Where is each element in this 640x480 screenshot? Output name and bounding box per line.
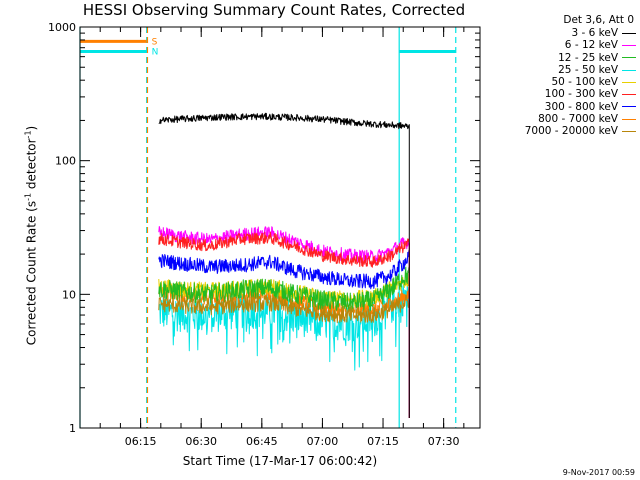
y-label-suffix: ): [24, 125, 39, 131]
legend-swatch: [622, 106, 636, 108]
y-tick-label: 1: [69, 422, 76, 435]
series-line-6: [158, 250, 410, 418]
x-tick-label: 06:30: [185, 435, 217, 448]
legend-swatch: [622, 32, 636, 34]
legend-label: 6 - 12 keV: [564, 39, 618, 52]
legend-swatch: [622, 131, 636, 133]
legend-item: 300 - 800 keV: [486, 101, 636, 113]
x-tick-label: 06:15: [125, 435, 157, 448]
legend-swatch: [622, 94, 636, 96]
legend-rows: 3 - 6 keV 6 - 12 keV 12 - 25 keV 25 - 50 ke…: [486, 27, 636, 138]
legend-item: 7000 - 20000 keV: [486, 125, 636, 137]
legend-item: 6 - 12 keV: [486, 39, 636, 51]
legend-label: 12 - 25 keV: [558, 51, 618, 64]
legend-item: 12 - 25 keV: [486, 52, 636, 64]
x-tick-label: 07:30: [428, 435, 460, 448]
legend-label: 100 - 300 keV: [544, 88, 618, 101]
legend-swatch: [622, 44, 636, 46]
y-label-mid: detector: [24, 138, 39, 193]
chart-title: HESSI Observing Summary Count Rates, Cor…: [82, 1, 466, 19]
y-tick-label: 100: [55, 155, 76, 168]
plot-frame: [79, 26, 481, 429]
status-label-n: N: [152, 48, 159, 58]
x-tick-label: 06:45: [246, 435, 278, 448]
legend-label: 3 - 6 keV: [571, 27, 618, 39]
x-tick-label: 07:00: [307, 435, 339, 448]
y-label-sup2: -1: [23, 130, 33, 139]
legend-swatch: [622, 81, 636, 83]
y-axis-label: Corrected Count Rate (s-1 detector-1): [24, 86, 39, 386]
legend-title: Det 3,6, Att 0: [563, 14, 634, 26]
legend-label: 300 - 800 keV: [544, 100, 618, 113]
legend-label: 800 - 7000 keV: [538, 113, 618, 126]
y-tick-label: 1000: [48, 21, 76, 34]
x-axis-label: Start Time (17-Mar-17 06:00:42): [182, 454, 378, 468]
y-label-prefix: Corrected Count Rate (s: [24, 200, 39, 346]
legend-swatch: [622, 57, 636, 59]
legend-item: 3 - 6 keV: [486, 27, 636, 39]
legend: Det 3,6, Att 0 3 - 6 keV 6 - 12 keV 12 - 2…: [486, 14, 636, 138]
status-label-s: S: [152, 37, 158, 47]
series-line-2: [158, 266, 410, 418]
y-tick-label: 10: [62, 288, 76, 301]
series-line-5: [158, 231, 410, 418]
legend-swatch: [622, 69, 636, 71]
legend-swatch: [622, 118, 636, 120]
legend-label: 25 - 50 keV: [558, 63, 618, 76]
legend-item: 800 - 7000 keV: [486, 113, 636, 125]
y-label-sup1: -1: [23, 192, 33, 201]
legend-item: 50 - 100 keV: [486, 76, 636, 88]
series-line-1: [158, 226, 410, 418]
legend-label: 50 - 100 keV: [551, 76, 618, 89]
legend-item: 100 - 300 keV: [486, 88, 636, 100]
series-line-8: [158, 294, 410, 418]
series-line-3: [158, 278, 410, 418]
legend-label: 7000 - 20000 keV: [524, 125, 618, 138]
x-tick-label: 07:15: [367, 435, 399, 448]
legend-item: 25 - 50 keV: [486, 64, 636, 76]
date-stamp: 9-Nov-2017 00:59: [562, 468, 635, 477]
series-line-0: [158, 112, 410, 418]
